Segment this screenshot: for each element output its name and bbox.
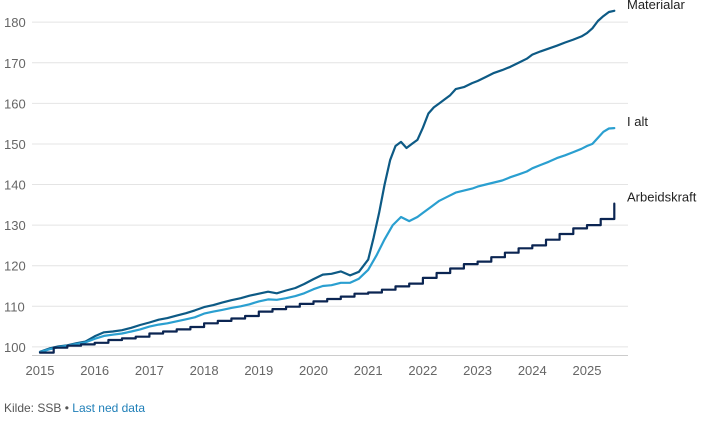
y-tick-label-180: 180 xyxy=(4,15,26,30)
series-line-arbeidskraft xyxy=(38,202,616,354)
y-tick-label-120: 120 xyxy=(4,259,26,274)
series-labels: Materialar I alt Arbeidskraft xyxy=(627,0,697,205)
x-tick-label-2017: 2017 xyxy=(135,363,164,378)
source-text: Kilde: SSB xyxy=(4,401,62,415)
y-tick-label-160: 160 xyxy=(4,96,26,111)
x-axis-tick-labels: 2015 2016 2017 2018 2019 2020 2021 2022 2023 2024… xyxy=(26,363,602,378)
grid-lines xyxy=(32,21,628,348)
y-tick-label-130: 130 xyxy=(4,218,26,233)
footer-separator: • xyxy=(64,401,69,415)
y-tick-label-150: 150 xyxy=(4,137,26,152)
download-data-link[interactable]: Last ned data xyxy=(72,401,145,415)
y-axis-tick-labels: 100 110 120 130 140 150 160 170 180 xyxy=(4,15,26,355)
series-line-i-alt xyxy=(38,127,616,354)
x-tick-label-2023: 2023 xyxy=(463,363,492,378)
x-tick-label-2025: 2025 xyxy=(573,363,602,378)
chart-footer: Kilde: SSB • Last ned data xyxy=(4,401,145,415)
x-tick-label-2016: 2016 xyxy=(80,363,109,378)
x-tick-label-2021: 2021 xyxy=(354,363,383,378)
y-tick-label-170: 170 xyxy=(4,56,26,71)
y-tick-label-140: 140 xyxy=(4,178,26,193)
series-label-arbeidskraft: Arbeidskraft xyxy=(627,190,697,205)
x-tick-label-2022: 2022 xyxy=(408,363,437,378)
x-tick-label-2015: 2015 xyxy=(26,363,55,378)
y-tick-label-100: 100 xyxy=(4,340,26,355)
series-line-materialar xyxy=(38,9,616,353)
series-label-i-alt: I alt xyxy=(627,114,648,129)
y-tick-label-110: 110 xyxy=(4,299,25,314)
x-tick-label-2019: 2019 xyxy=(244,363,273,378)
series-label-materialar: Materialar xyxy=(627,0,685,12)
series-lines xyxy=(38,9,616,354)
x-tick-label-2020: 2020 xyxy=(299,363,328,378)
x-tick-label-2018: 2018 xyxy=(190,363,219,378)
x-tick-label-2024: 2024 xyxy=(518,363,547,378)
